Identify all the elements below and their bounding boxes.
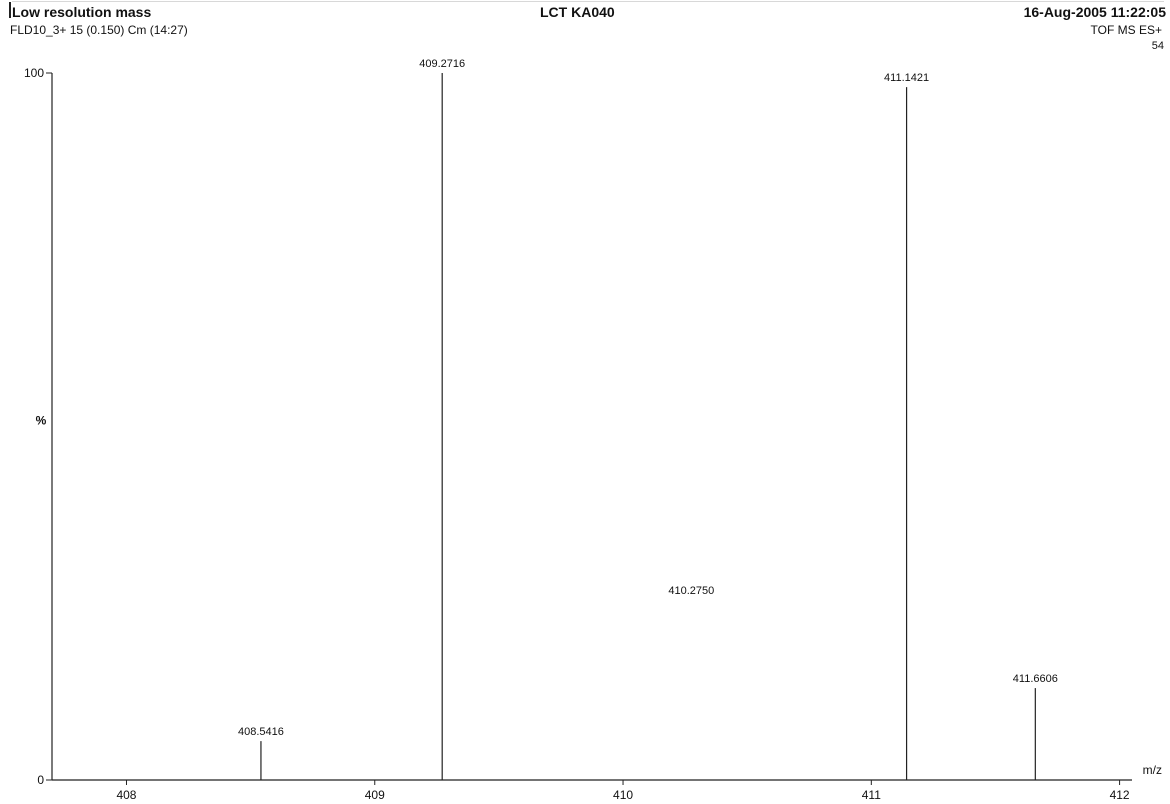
top-rule	[12, 1, 1164, 2]
peak-label: 409.2716	[419, 58, 465, 70]
x-axis-label: m/z	[1143, 763, 1162, 777]
peak-label: 411.6606	[1013, 673, 1058, 685]
acquisition-datetime: 16-Aug-2005 11:22:05	[1023, 4, 1166, 20]
y-tick-label: 0	[37, 773, 44, 787]
max-intensity: 54	[1151, 40, 1164, 52]
y-tick-label: 100	[24, 66, 44, 80]
labels-group: 408.5416 409.2716 410.2750 411.1421 411.6606	[238, 58, 1058, 738]
axes-group: 0 100% 408 409 410 411 412 m/z	[24, 66, 1162, 802]
peak-label: 411.1421	[884, 72, 929, 84]
peak-label: 408.5416	[238, 726, 284, 738]
instrument-id: LCT KA040	[540, 4, 615, 20]
x-tick-label: 410	[613, 788, 633, 802]
left-edge-marker	[9, 2, 11, 18]
scan-info: FLD10_3+ 15 (0.150) Cm (14:27)	[10, 23, 188, 37]
spectrum-title: Low resolution mass	[12, 4, 152, 20]
peaks-group	[260, 73, 1036, 780]
x-tick-label: 412	[1110, 788, 1130, 802]
x-tick-label: 409	[365, 788, 385, 802]
y-axis-label: %	[36, 414, 47, 428]
x-tick-label: 408	[116, 788, 136, 802]
ionization-mode: TOF MS ES+	[1090, 23, 1162, 37]
x-tick-label: 411	[862, 788, 881, 802]
peak-label: 410.2750	[668, 585, 714, 597]
